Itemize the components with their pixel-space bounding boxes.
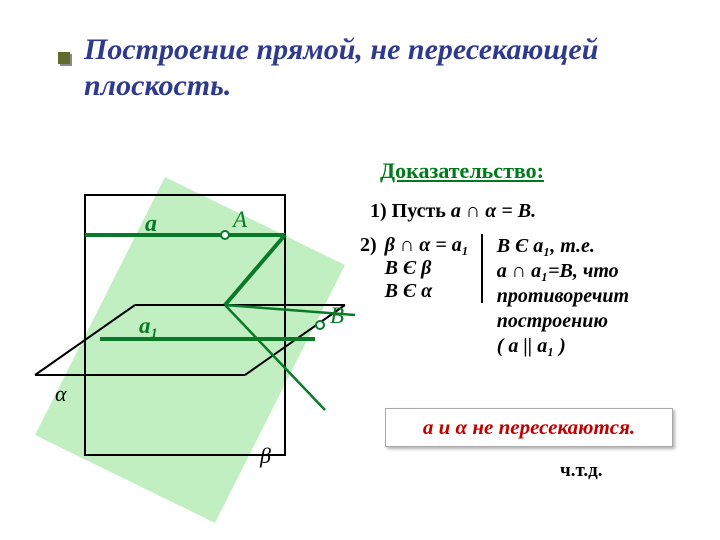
step2-right-line: противоречит — [497, 284, 629, 309]
step2-left-col: β ∩ α = а₁ В Є β В Є α — [385, 234, 483, 303]
point-a — [221, 231, 229, 239]
geometry-diagram: а А а₁ В α β — [55, 195, 355, 475]
title-bullet — [58, 52, 70, 64]
proof-heading-text: Доказательство: — [380, 158, 544, 183]
step1-prefix: 1) Пусть — [370, 200, 451, 222]
label-A: А — [233, 207, 247, 233]
step2-right-line: ( а || а₁ ) — [497, 334, 629, 359]
proof-step-2: 2) β ∩ α = а₁ В Є β В Є α В Є а₁, т.е. а… — [360, 234, 629, 359]
label-alpha: α — [55, 381, 67, 407]
step2-lead: 2) — [360, 234, 385, 257]
qed-text: ч.т.д. — [560, 460, 602, 481]
label-a1: а₁ — [139, 313, 159, 339]
step2-lead-text: 2) — [360, 234, 377, 256]
step1-ital: а ∩ α = В. — [451, 200, 536, 222]
qed: ч.т.д. — [560, 460, 602, 482]
proof-step-1: 1) Пусть а ∩ α = В. — [370, 200, 536, 223]
step2-left-line: В Є α — [385, 280, 469, 303]
green-plane — [35, 177, 345, 523]
conclusion-text: а и α не пересекаются. — [423, 415, 635, 439]
step2-right-line: а ∩ а₁=В, что — [497, 259, 629, 284]
step2-left-line: β ∩ α = а₁ — [385, 234, 469, 257]
title-text: Построение прямой, не пересекающей плоск… — [84, 33, 598, 102]
conclusion-box: а и α не пересекаются. — [385, 408, 673, 447]
step2-right-line: В Є а₁, т.е. — [497, 234, 629, 259]
step2-right-line: построению — [497, 309, 629, 334]
page-title: Построение прямой, не пересекающей плоск… — [84, 32, 644, 104]
diagram-svg — [55, 195, 355, 475]
label-B: В — [330, 303, 344, 329]
label-beta: β — [260, 443, 271, 469]
point-b — [316, 321, 324, 329]
step2-right-col: В Є а₁, т.е. а ∩ а₁=В, что противоречит … — [483, 234, 629, 359]
step2-left-line: В Є β — [385, 257, 469, 280]
proof-heading: Доказательство: — [380, 158, 544, 184]
label-a: а — [145, 211, 157, 238]
